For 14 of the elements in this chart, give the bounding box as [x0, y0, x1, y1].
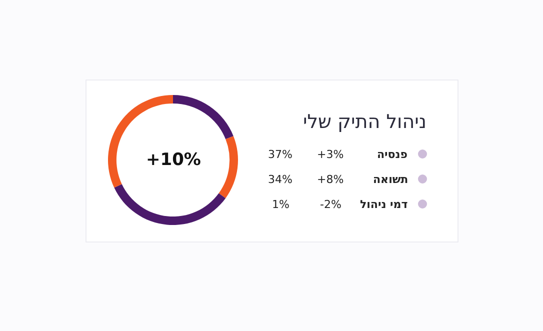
donut-slice [218, 136, 238, 198]
text: +10% [146, 150, 201, 170]
text: +8% [317, 173, 344, 186]
text: -2% [320, 198, 342, 211]
text: +3% [317, 148, 344, 161]
text: תשואה [373, 173, 408, 186]
text: 37% [268, 148, 292, 161]
text: 1% [272, 198, 290, 211]
text: 34% [268, 173, 292, 186]
text: דמי ניהול [360, 198, 408, 211]
text: ניהול התיק שלי [303, 111, 426, 133]
donut-slice [173, 95, 234, 140]
donut-slice [114, 184, 226, 225]
text: פנסיה [377, 148, 408, 161]
